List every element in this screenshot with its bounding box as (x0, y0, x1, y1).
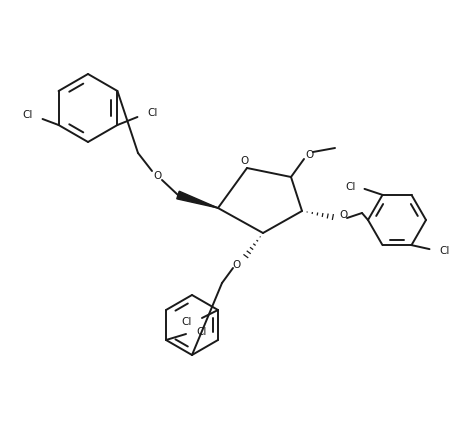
Text: O: O (305, 150, 313, 160)
Text: Cl: Cl (439, 246, 450, 256)
Text: Cl: Cl (147, 108, 158, 118)
Text: O: O (153, 171, 161, 181)
Text: Cl: Cl (22, 110, 33, 120)
Text: Cl: Cl (196, 327, 206, 337)
Polygon shape (177, 191, 218, 208)
Text: Cl: Cl (182, 317, 192, 327)
Text: O: O (240, 156, 248, 166)
Text: O: O (232, 260, 240, 270)
Text: Cl: Cl (345, 182, 356, 192)
Text: O: O (340, 210, 348, 220)
